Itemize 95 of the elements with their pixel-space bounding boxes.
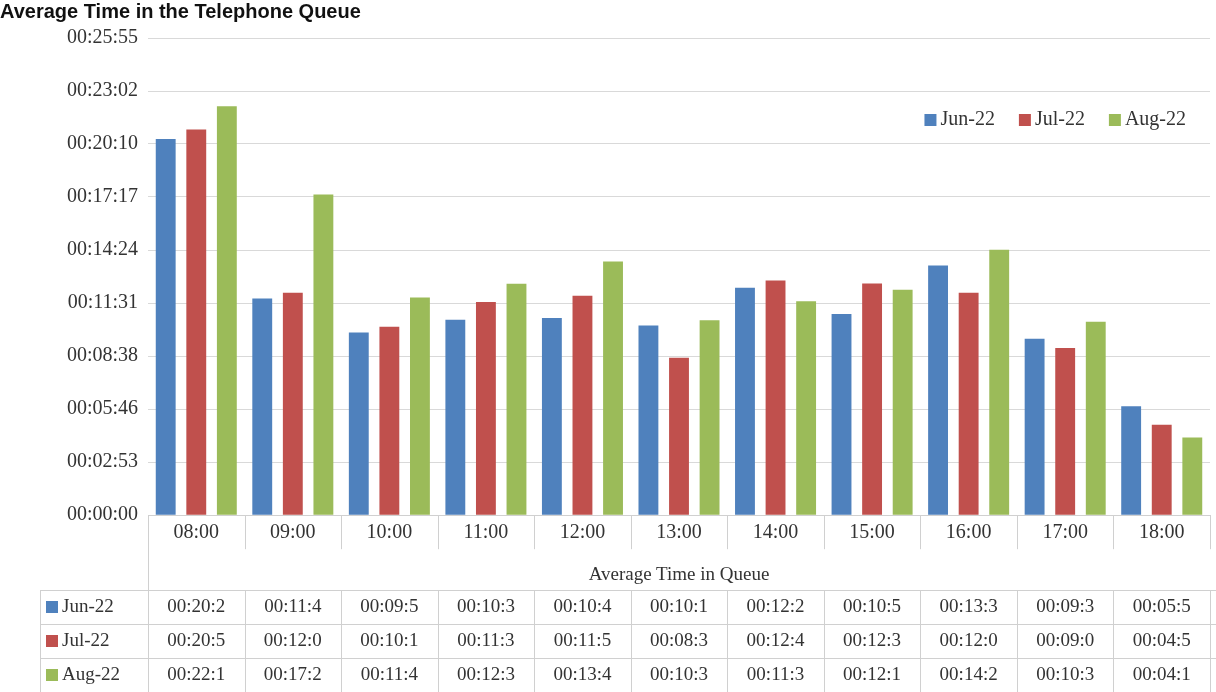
data-label: 00:10:3	[1036, 662, 1095, 684]
x-tick-label: 16:00	[945, 520, 992, 543]
data-label: 00:10:1	[360, 628, 419, 650]
data-label: 00:12:4	[746, 628, 806, 650]
data-label: 00:12:0	[263, 628, 322, 650]
y-tick-label: 00:05:46	[66, 396, 138, 419]
bar	[445, 319, 466, 515]
bar	[638, 325, 659, 515]
y-tick-label: 00:17:17	[66, 184, 138, 207]
bar	[862, 283, 883, 515]
x-tick-label: 14:00	[752, 520, 799, 543]
data-label: 00:13:3	[939, 594, 998, 616]
y-tick-label: 00:20:10	[66, 131, 138, 154]
data-label: 00:11:5	[553, 628, 612, 650]
bar	[735, 287, 755, 515]
data-label: 00:04:5	[1132, 628, 1191, 650]
data-label: 00:12:3	[843, 628, 902, 650]
data-label: 00:10:4	[553, 594, 612, 616]
text: Aug-22	[62, 662, 121, 684]
bar	[603, 261, 623, 515]
data-label: 00:11:3	[457, 628, 515, 650]
y-tick-label: 00:00:00	[66, 502, 138, 525]
bar	[1151, 424, 1172, 515]
data-label: 00:09:0	[1036, 628, 1095, 650]
data-label: 00:10:5	[843, 594, 902, 616]
data-label: 00:20:2	[167, 594, 226, 616]
bar	[379, 326, 400, 515]
bar	[1182, 437, 1203, 515]
data-label: 00:10:3	[456, 594, 515, 616]
bar	[186, 129, 207, 515]
data-label: 00:11:4	[264, 594, 322, 616]
x-tick-label: 09:00	[270, 520, 316, 543]
bar	[1024, 338, 1045, 515]
x-tick-label: 11:00	[463, 520, 509, 543]
bar	[892, 289, 913, 515]
bar	[928, 265, 948, 515]
x-tick-label: 13:00	[656, 520, 702, 543]
y-tick-label: 00:14:24	[66, 237, 138, 260]
data-label: 00:20:5	[167, 628, 226, 650]
bar	[958, 292, 979, 515]
bar	[1085, 321, 1106, 515]
x-tick-label: 12:00	[559, 520, 606, 543]
bar	[506, 283, 527, 515]
data-label: 00:17:2	[263, 662, 322, 684]
x-tick-label: 17:00	[1042, 520, 1088, 543]
data-label: 00:12:2	[746, 594, 805, 616]
data-label: 00:22:1	[167, 662, 226, 684]
data-label: 00:12:3	[456, 662, 515, 684]
data-label: 00:12:0	[939, 628, 998, 650]
data-label: 00:08:3	[649, 628, 709, 650]
bar	[765, 280, 786, 515]
bar	[1055, 347, 1076, 515]
bar	[796, 301, 817, 515]
y-tick-label: 00:08:38	[66, 343, 138, 366]
x-tick-label: 15:00	[849, 520, 895, 543]
bar	[282, 292, 303, 515]
x-tick-label: 08:00	[173, 520, 220, 543]
bar	[313, 194, 334, 515]
legend-label: Aug-22	[1124, 107, 1187, 131]
bar	[541, 317, 562, 515]
data-label: 00:10:1	[649, 594, 709, 616]
data-label: 00:13:4	[553, 662, 612, 684]
bar	[989, 249, 1010, 515]
x-axis-title: Average Time in Queue	[588, 562, 770, 584]
chart-title: Average Time in the Telephone Queue	[0, 0, 361, 22]
data-label: 00:12:1	[843, 662, 902, 684]
text: Jul-22	[62, 628, 110, 650]
y-tick-label: 00:25:55	[66, 25, 138, 48]
bar	[348, 332, 369, 515]
bar	[699, 320, 720, 515]
data-label: 00:04:1	[1132, 662, 1191, 684]
y-tick-label: 00:11:31	[67, 290, 138, 313]
bar	[475, 301, 496, 515]
bar	[831, 313, 852, 515]
data-label: 00:10:3	[649, 662, 709, 684]
bar	[410, 297, 430, 515]
bar	[1121, 406, 1142, 515]
legend-label: Jul-22	[1034, 107, 1085, 130]
bar	[572, 295, 593, 515]
legend-label: Jun-22	[940, 107, 995, 130]
data-label: 00:11:3	[746, 662, 805, 684]
data-label: 00:14:2	[939, 662, 998, 684]
data-label: 00:09:3	[1036, 594, 1095, 616]
text: Jun-22	[62, 594, 114, 616]
y-tick-label: 00:23:02	[66, 78, 138, 101]
data-label: 00:11:4	[360, 662, 419, 684]
bar	[155, 138, 176, 515]
y-tick-label: 00:02:53	[66, 449, 138, 472]
bar	[216, 106, 237, 515]
x-tick-label: 10:00	[366, 520, 413, 543]
bar	[252, 298, 273, 515]
data-label: 00:09:5	[360, 594, 419, 616]
x-tick-label: 18:00	[1138, 520, 1185, 543]
bar	[669, 357, 689, 515]
data-label: 00:05:5	[1132, 594, 1191, 616]
